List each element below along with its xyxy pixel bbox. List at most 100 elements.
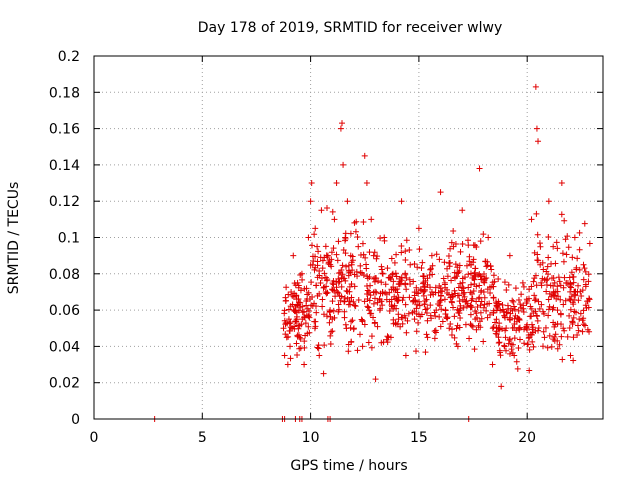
- data-point: [581, 265, 588, 272]
- data-point: [448, 331, 455, 338]
- data-point: [364, 290, 371, 297]
- data-point: [372, 288, 379, 295]
- data-point: [565, 244, 572, 251]
- data-point: [402, 352, 409, 359]
- data-point: [415, 290, 422, 297]
- data-point: [285, 291, 292, 298]
- data-point: [363, 180, 370, 187]
- data-point: [343, 287, 350, 294]
- data-point: [471, 346, 478, 353]
- data-point: [490, 309, 497, 316]
- data-point: [331, 314, 338, 321]
- data-point: [342, 230, 349, 237]
- data-point: [585, 278, 592, 285]
- data-point: [473, 244, 480, 251]
- data-point: [574, 288, 581, 295]
- data-point: [350, 326, 357, 333]
- data-point: [379, 270, 386, 277]
- data-point: [416, 246, 423, 253]
- data-point: [432, 313, 439, 320]
- data-point: [389, 270, 396, 277]
- data-point: [450, 227, 457, 234]
- data-point: [527, 313, 534, 320]
- data-point: [579, 317, 586, 324]
- data-point: [511, 335, 518, 342]
- data-point: [473, 326, 480, 333]
- data-point: [463, 298, 470, 305]
- data-point: [311, 231, 318, 238]
- data-point: [342, 250, 349, 257]
- data-point: [287, 324, 294, 331]
- data-point: [476, 282, 483, 289]
- data-point: [384, 265, 391, 272]
- data-point: [468, 322, 475, 329]
- data-point: [477, 273, 484, 280]
- data-point: [392, 320, 399, 327]
- data-point: [502, 327, 509, 334]
- y-tick-label: 0.06: [49, 303, 80, 319]
- data-point: [317, 254, 324, 261]
- data-point: [481, 294, 488, 301]
- data-point: [560, 301, 567, 308]
- data-point: [498, 383, 505, 390]
- data-point: [489, 361, 496, 368]
- data-point: [293, 340, 300, 347]
- data-point: [467, 311, 474, 318]
- data-point: [295, 284, 302, 291]
- data-point: [411, 316, 418, 323]
- data-point: [338, 293, 345, 300]
- data-point: [436, 313, 443, 320]
- data-point: [307, 262, 314, 269]
- data-point: [329, 298, 336, 305]
- data-point: [576, 316, 583, 323]
- data-point: [302, 320, 309, 327]
- data-point: [281, 307, 288, 314]
- data-point: [344, 295, 351, 302]
- data-point: [583, 305, 590, 312]
- data-point: [368, 310, 375, 317]
- data-point: [298, 321, 305, 328]
- y-tick-label: 0.04: [49, 339, 80, 355]
- data-point: [289, 301, 296, 308]
- data-point: [407, 281, 414, 288]
- data-point: [370, 300, 377, 307]
- data-point: [348, 259, 355, 266]
- x-axis-label: GPS time / hours: [290, 458, 407, 474]
- data-point: [413, 328, 420, 335]
- data-point: [544, 344, 551, 351]
- data-point: [545, 296, 552, 303]
- data-point: [418, 287, 425, 294]
- data-point: [534, 251, 541, 258]
- data-point: [444, 290, 451, 297]
- data-point: [345, 262, 352, 269]
- data-point: [324, 289, 331, 296]
- data-point: [296, 345, 303, 352]
- data-point: [566, 325, 573, 332]
- data-point: [334, 257, 341, 264]
- data-point: [561, 217, 568, 224]
- data-point: [470, 256, 477, 263]
- data-point: [297, 335, 304, 342]
- data-point: [335, 301, 342, 308]
- data-point: [512, 285, 519, 292]
- data-point: [397, 323, 404, 330]
- data-point: [564, 333, 571, 340]
- data-point: [566, 312, 573, 319]
- y-tick-label: 0: [71, 412, 80, 428]
- data-point: [395, 316, 402, 323]
- data-point: [550, 304, 557, 311]
- y-tick-label: 0.2: [58, 49, 80, 65]
- data-point: [388, 296, 395, 303]
- data-point: [361, 321, 368, 328]
- data-point: [348, 339, 355, 346]
- data-point: [314, 292, 321, 299]
- data-point: [420, 273, 427, 280]
- data-point: [400, 294, 407, 301]
- y-tick-label: 0.02: [49, 376, 80, 392]
- data-point: [509, 297, 516, 304]
- data-point: [309, 303, 316, 310]
- data-point: [312, 253, 319, 260]
- data-point: [538, 282, 545, 289]
- data-point: [512, 306, 519, 313]
